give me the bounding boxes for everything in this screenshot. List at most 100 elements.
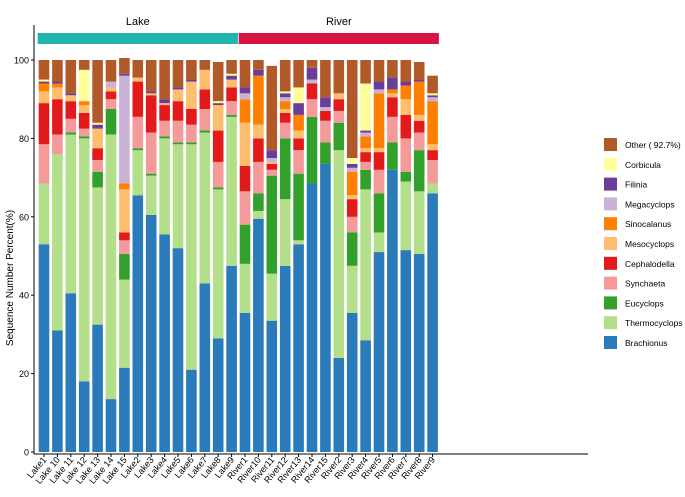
bar-segment (279, 91, 291, 94)
bar-segment (119, 58, 130, 74)
bar-segment (119, 367, 130, 452)
bar-segment (199, 69, 211, 90)
bar-segment (92, 128, 103, 149)
bar-segment (226, 114, 237, 117)
bar-segment (92, 324, 103, 452)
bar-segment (119, 232, 130, 241)
bar-segment (65, 134, 77, 294)
bar-stack (293, 60, 304, 452)
bar-segment (239, 312, 251, 452)
bar-stack (92, 60, 103, 452)
bar-segment (199, 130, 211, 133)
bar-segment (38, 103, 50, 145)
bar-segment (293, 60, 304, 88)
bar-segment (387, 60, 398, 78)
bar-segment (159, 60, 170, 100)
bar-segment (333, 357, 345, 452)
bar-segment (413, 79, 425, 82)
bar-segment (186, 124, 197, 143)
bar-segment (186, 81, 197, 109)
bar-segment (266, 169, 278, 176)
bar-segment (78, 138, 90, 382)
bar-segment (413, 114, 425, 121)
bar-segment (279, 265, 291, 452)
bar-stack (226, 60, 237, 452)
bar-segment (65, 118, 77, 133)
bar-segment (373, 93, 385, 149)
bar-segment (132, 81, 144, 117)
bar-segment (92, 159, 103, 172)
bar-segment (373, 89, 385, 94)
bar-segment (346, 265, 358, 313)
bar-segment (320, 97, 331, 108)
bar-segment (427, 193, 438, 452)
legend-swatch (604, 177, 617, 191)
bar-segment (360, 161, 371, 170)
bar-segment (427, 75, 438, 94)
bar-segment (186, 60, 197, 80)
bar-segment (293, 173, 304, 241)
y-tick-label: 0 (24, 448, 29, 458)
legend-label: Filinia (625, 180, 647, 190)
bar-segment (38, 91, 50, 104)
bar-segment (212, 61, 224, 102)
bar-stack (387, 60, 398, 452)
bar-segment (320, 163, 331, 452)
y-tick-label: 20 (19, 369, 29, 379)
bar-segment (333, 99, 345, 111)
bar-stack (306, 60, 318, 453)
bar-segment (226, 116, 237, 266)
bar-segment (266, 175, 278, 274)
bar-segment (293, 130, 304, 139)
bar-segment (253, 138, 264, 162)
bar-segment (186, 79, 197, 82)
bar-segment (253, 218, 264, 452)
bar-segment (159, 136, 170, 139)
bar-segment (78, 101, 90, 106)
bar-segment (387, 97, 398, 117)
bar-segment (38, 60, 50, 80)
bar-segment (373, 148, 385, 153)
bar-stack (373, 60, 385, 452)
bar-segment (145, 91, 157, 94)
bar-segment (293, 240, 304, 245)
bar-segment (119, 183, 130, 190)
bar-segment (119, 189, 130, 233)
bar-segment (186, 142, 197, 145)
bar-stack (52, 60, 63, 452)
bar-segment (159, 138, 170, 235)
bar-segment (360, 169, 371, 190)
bar-segment (427, 144, 438, 151)
group-band (37, 33, 238, 44)
bar-segment (413, 120, 425, 133)
legend-swatch (604, 197, 617, 211)
bar-segment (360, 132, 371, 137)
legend-label: Sinocalanus (625, 219, 671, 229)
bar-segment (253, 210, 264, 219)
bar-segment (132, 195, 144, 453)
bar-segment (132, 150, 144, 196)
bar-segment (333, 60, 345, 94)
legend-swatch (604, 237, 617, 250)
bar-segment (279, 112, 291, 123)
bar-stack (266, 65, 278, 452)
bar-segment (306, 60, 318, 68)
bar-segment (92, 124, 103, 129)
legend: Other ( 92.7%) Corbicula Filinia Megacyclop… (604, 138, 683, 349)
bar-segment (145, 214, 157, 452)
bar-segment (199, 132, 211, 284)
bar-segment (226, 73, 237, 76)
bar-stack (413, 61, 425, 452)
bar-segment (266, 65, 278, 151)
bar-segment (105, 399, 117, 452)
bar-segment (65, 60, 77, 94)
bar-segment (38, 244, 50, 452)
bar-segment (78, 60, 90, 70)
bar-segment (320, 60, 331, 98)
bar-segment (387, 77, 398, 90)
bar-segment (239, 224, 251, 264)
bar-segment (199, 283, 211, 452)
y-axis-label: Sequence Number Percent(%) (5, 210, 16, 346)
